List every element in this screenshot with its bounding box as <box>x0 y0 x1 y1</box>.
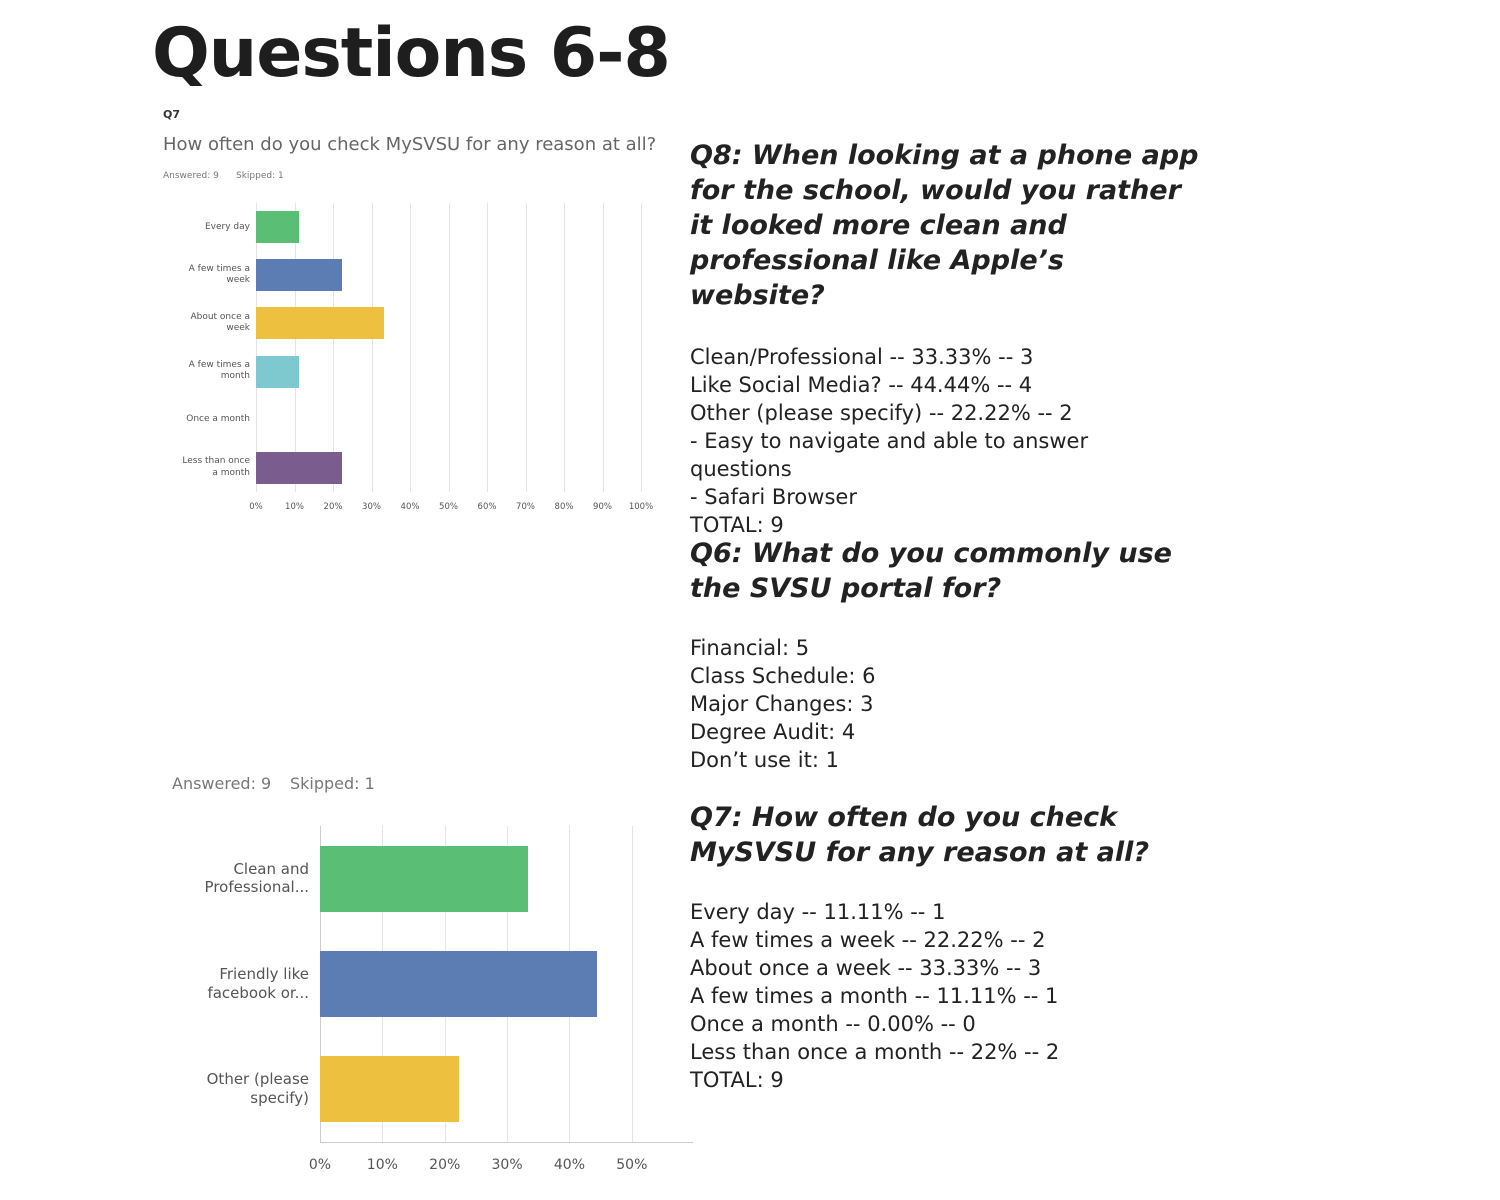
bar <box>256 451 342 484</box>
skipped-count: Skipped: 1 <box>236 171 284 181</box>
x-tick-label: 50% <box>616 1157 648 1173</box>
section-line: Less than once a month -- 22% -- 2 <box>690 1040 1060 1064</box>
y-tick-label: About once a week <box>190 311 250 334</box>
section: Q6: What do you commonly use the SVSU po… <box>690 536 1200 774</box>
y-tick-label: Other (please specify) <box>206 1070 309 1108</box>
x-tick-label: 30% <box>362 502 381 512</box>
x-tick-label: 90% <box>593 502 612 512</box>
grid-line <box>602 203 604 492</box>
section-line: - Easy to navigate and able to answer qu… <box>690 429 1089 481</box>
grid-line <box>256 203 257 492</box>
section-line: - Safari Browser <box>690 485 857 509</box>
skipped-count: Skipped: 1 <box>290 774 375 793</box>
section-line: Major Changes: 3 <box>690 692 874 716</box>
section-line: A few times a week -- 22.22% -- 2 <box>690 928 1046 952</box>
bar <box>256 211 299 244</box>
grid-line <box>525 203 527 492</box>
x-tick-label: 80% <box>554 502 574 512</box>
answered-count: Answered: 9 <box>163 171 219 181</box>
section-line: Like Social Media? -- 44.44% -- 4 <box>690 373 1033 397</box>
x-tick-label: 40% <box>400 502 420 512</box>
section-line: TOTAL: 9 <box>690 1068 784 1092</box>
y-tick-label: Less than once a month <box>182 456 250 478</box>
bar <box>320 845 528 912</box>
section-line: TOTAL: 9 <box>690 513 784 537</box>
x-tick-label: 0% <box>308 1157 332 1173</box>
y-tick-label: A few times a month <box>188 360 250 382</box>
bar <box>320 1056 459 1123</box>
grid-line <box>371 203 373 492</box>
bar <box>256 355 299 388</box>
grid-line <box>487 203 488 492</box>
grid-line <box>294 203 296 492</box>
section: Q7: How often do you check MySVSU for an… <box>690 800 1200 1094</box>
section-line: About once a week -- 33.33% -- 3 <box>690 956 1042 980</box>
grid-line <box>641 203 642 492</box>
grid-line <box>448 203 450 492</box>
x-tick-label: 0% <box>249 502 263 512</box>
answered-count: Answered: 9 <box>172 774 272 793</box>
x-tick-label: 100% <box>628 502 654 512</box>
section-heading: Q6: What do you commonly use the SVSU po… <box>690 538 1172 604</box>
section-line: Financial: 5 <box>690 636 810 660</box>
bar <box>256 259 342 292</box>
grid-line <box>631 826 633 1142</box>
section-line: Degree Audit: 4 <box>690 720 856 744</box>
x-tick-label: 50% <box>439 502 458 512</box>
x-tick-label: 10% <box>366 1157 398 1173</box>
grid-line <box>410 203 411 492</box>
grid-line <box>333 203 334 492</box>
x-tick-label: 60% <box>477 502 497 512</box>
y-tick-label: Every day <box>205 221 250 232</box>
section-line: A few times a month -- 11.11% -- 1 <box>690 984 1059 1008</box>
section-body: Every day -- 11.11% -- 1 A few times a we… <box>690 898 1200 1094</box>
x-tick-label: 10% <box>285 502 304 512</box>
section-line: Clean/Professional -- 33.33% -- 3 <box>690 345 1034 369</box>
y-tick-label: Once a month <box>186 414 250 425</box>
bar <box>256 307 385 340</box>
section-line: Class Schedule: 6 <box>690 664 876 688</box>
section: Q8: When looking at a phone app for the … <box>690 138 1200 539</box>
y-tick-label: Friendly like facebook or... <box>207 965 309 1002</box>
grid-line <box>564 203 565 492</box>
x-tick-label: 20% <box>323 502 343 512</box>
section-line: Every day -- 11.11% -- 1 <box>690 900 946 924</box>
section-heading: Q8: When looking at a phone app for the … <box>690 140 1199 311</box>
y-tick-label: Clean and Professional... <box>204 859 309 897</box>
section-body: Clean/Professional -- 33.33% -- 3 Like So… <box>690 343 1200 539</box>
x-tick-label: 30% <box>491 1157 523 1173</box>
y-tick-label: A few times a week <box>188 263 250 285</box>
section-line: Don’t use it: 1 <box>690 748 839 772</box>
x-tick-label: 40% <box>553 1157 586 1173</box>
x-tick-label: 20% <box>429 1157 461 1173</box>
question-number: Q7 <box>163 108 181 121</box>
section-line: Once a month -- 0.00% -- 0 <box>690 1012 976 1036</box>
x-tick-label: 70% <box>516 502 535 512</box>
section-body: Financial: 5 Class Schedule: 6 Major Chang… <box>690 634 1200 774</box>
x-axis-line <box>320 1142 693 1143</box>
section-line: Other (please specify) -- 22.22% -- 2 <box>690 401 1073 425</box>
page-title: Questions 6-8 <box>152 14 671 93</box>
section-heading: Q7: How often do you check MySVSU for an… <box>690 802 1150 868</box>
question-text: How often do you check MySVSU for any re… <box>163 134 657 155</box>
bar <box>320 951 598 1017</box>
